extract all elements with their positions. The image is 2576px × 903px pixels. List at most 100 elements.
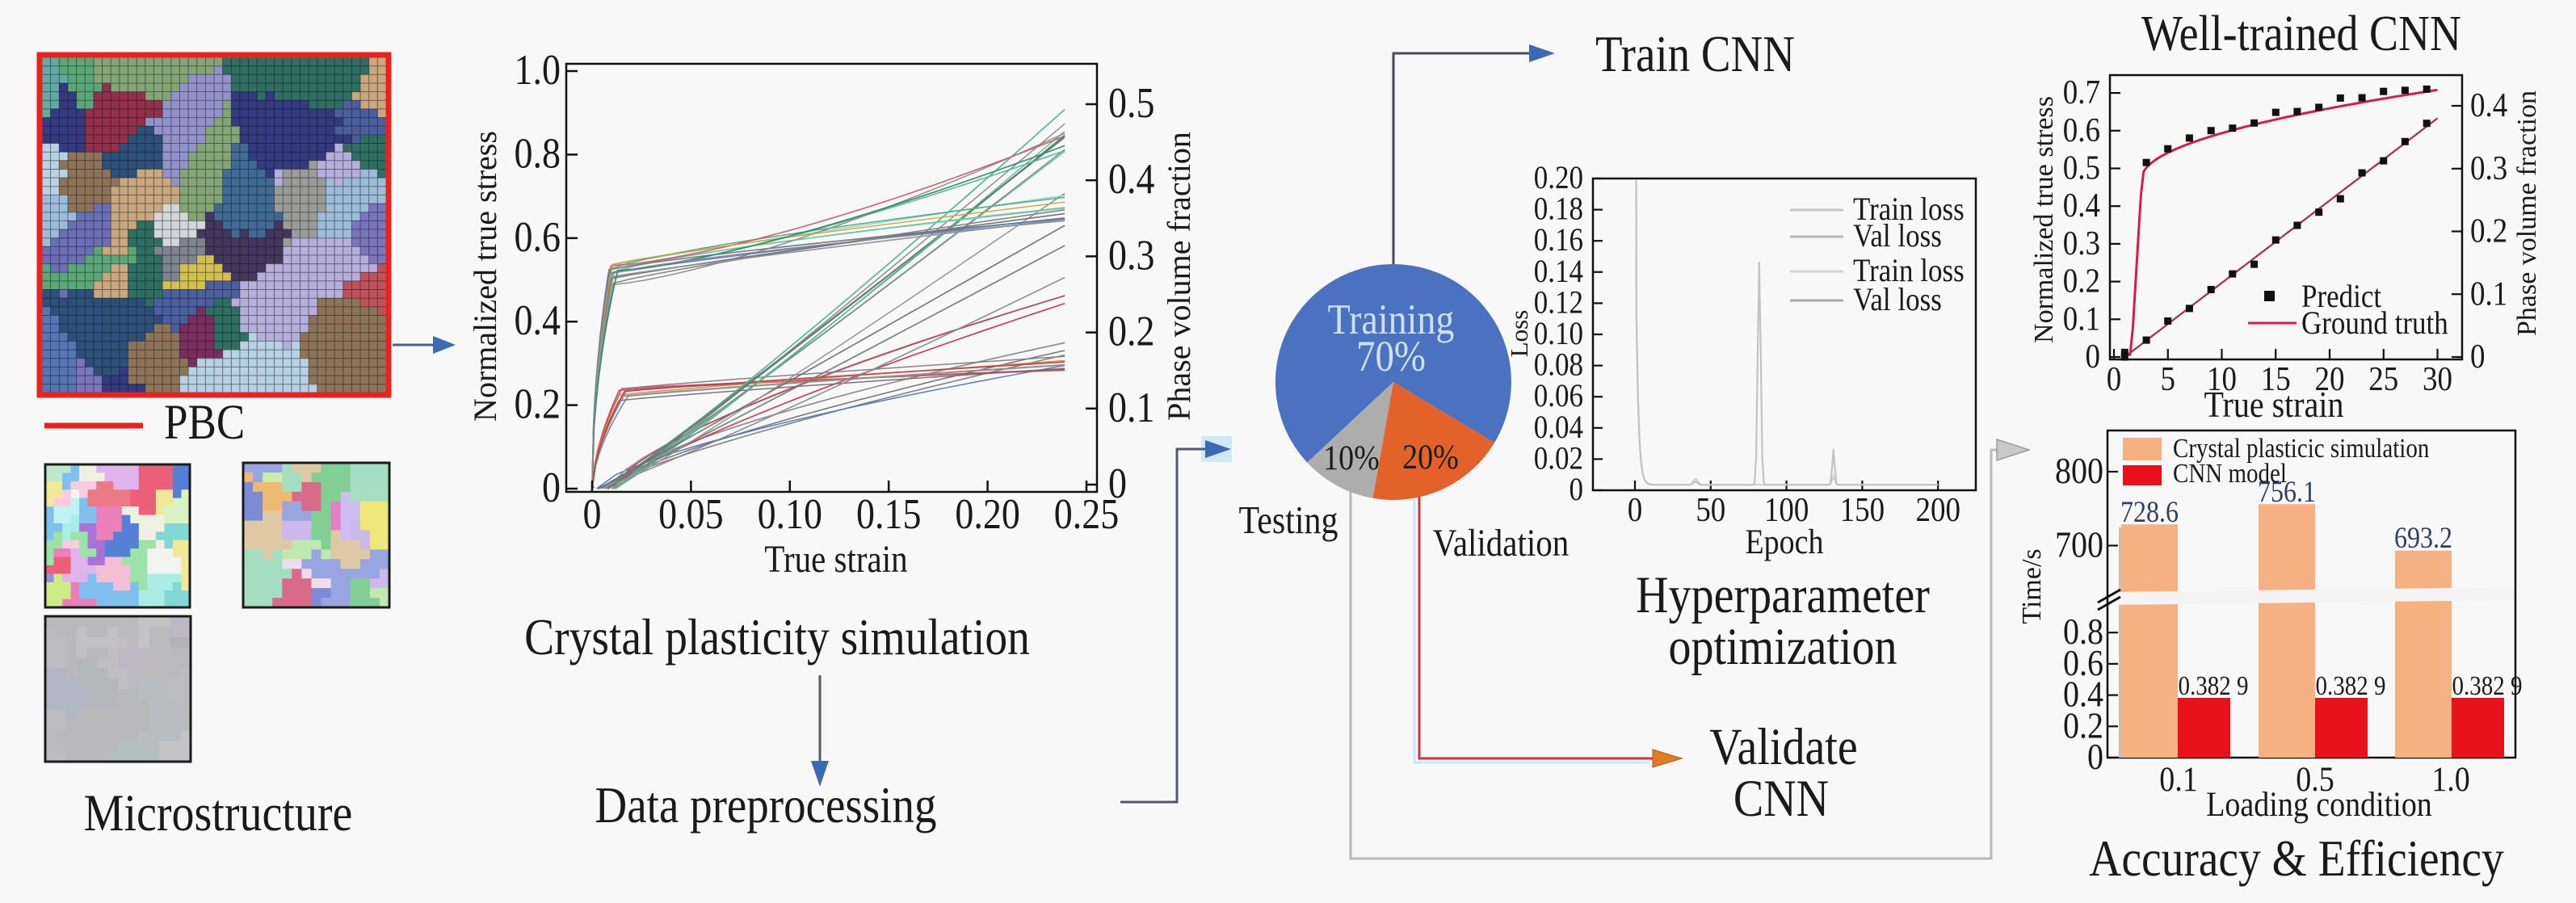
svg-text:Phase volume fraction: Phase volume fraction (1161, 132, 1197, 421)
svg-text:1.0: 1.0 (2431, 760, 2469, 799)
svg-text:0.20: 0.20 (955, 490, 1019, 538)
svg-text:5: 5 (2160, 359, 2175, 398)
svg-text:Crystal plasticity simulation: Crystal plasticity simulation (524, 608, 1030, 665)
svg-text:0.8: 0.8 (515, 129, 561, 177)
svg-text:Train CNN: Train CNN (1595, 25, 1795, 82)
svg-text:0: 0 (583, 490, 602, 538)
svg-text:0.14: 0.14 (1534, 254, 1583, 290)
svg-text:Data preprocessing: Data preprocessing (595, 776, 937, 833)
svg-text:Train loss: Train loss (1853, 253, 1965, 289)
svg-text:Val loss: Val loss (1853, 282, 1942, 318)
svg-text:0.04: 0.04 (1534, 410, 1583, 446)
svg-text:0.6: 0.6 (515, 213, 561, 261)
svg-text:0: 0 (1628, 490, 1643, 529)
svg-text:Crystal plasticic simulation: Crystal plasticic simulation (2173, 433, 2430, 463)
svg-text:Loading condition: Loading condition (2206, 785, 2432, 824)
svg-text:optimization: optimization (1669, 618, 1897, 676)
svg-text:0.2: 0.2 (2470, 211, 2507, 250)
svg-text:0.1: 0.1 (2063, 299, 2100, 338)
svg-text:15: 15 (2261, 359, 2291, 398)
svg-text:Microstructure: Microstructure (84, 784, 353, 842)
svg-text:Testing: Testing (1238, 498, 1338, 541)
svg-text:0.382 9: 0.382 9 (2316, 670, 2386, 700)
svg-text:0.06: 0.06 (1534, 378, 1583, 414)
svg-text:0.08: 0.08 (1534, 346, 1583, 383)
svg-text:0.6: 0.6 (2063, 110, 2100, 149)
svg-text:0.4: 0.4 (515, 296, 561, 344)
svg-text:0.15: 0.15 (856, 490, 921, 538)
svg-text:Predict: Predict (2301, 279, 2382, 315)
svg-text:0.1: 0.1 (1108, 384, 1154, 431)
svg-text:0: 0 (542, 464, 561, 511)
svg-text:0: 0 (2087, 737, 2103, 778)
svg-text:0.20: 0.20 (1534, 160, 1583, 196)
svg-text:693.2: 693.2 (2394, 522, 2452, 555)
svg-text:Training: Training (1328, 296, 1455, 343)
svg-text:0.8: 0.8 (2063, 612, 2103, 653)
svg-text:Well-trained CNN: Well-trained CNN (2141, 6, 2461, 61)
svg-text:0.10: 0.10 (1534, 316, 1583, 352)
svg-text:0.1: 0.1 (2159, 760, 2197, 799)
svg-text:0.12: 0.12 (1534, 284, 1583, 321)
svg-text:0.4: 0.4 (2063, 186, 2100, 225)
svg-text:True strain: True strain (2204, 385, 2344, 426)
svg-text:756.1: 756.1 (2258, 476, 2316, 509)
svg-text:Val loss: Val loss (1853, 218, 1942, 254)
svg-text:Time/s: Time/s (2017, 548, 2047, 624)
svg-text:0: 0 (2085, 337, 2100, 376)
svg-text:CNN model: CNN model (2173, 458, 2287, 488)
svg-text:0.3: 0.3 (2470, 148, 2507, 187)
svg-text:0.2: 0.2 (2063, 261, 2100, 300)
svg-text:0.10: 0.10 (758, 490, 822, 538)
svg-text:10%: 10% (1323, 439, 1380, 477)
svg-text:0.25: 0.25 (1054, 490, 1119, 538)
svg-text:1.0: 1.0 (515, 46, 561, 94)
svg-text:Phase volume fraction: Phase volume fraction (2512, 90, 2542, 336)
svg-text:0.1: 0.1 (2470, 274, 2507, 313)
svg-text:0.5: 0.5 (1108, 79, 1154, 127)
svg-text:70%: 70% (1356, 332, 1426, 380)
svg-text:0.05: 0.05 (658, 490, 723, 538)
svg-text:Epoch: Epoch (1745, 523, 1823, 561)
svg-text:PBC: PBC (164, 396, 245, 450)
svg-text:100: 100 (1764, 490, 1809, 529)
svg-text:Normalized true stress: Normalized true stress (2029, 96, 2059, 343)
svg-text:Validation: Validation (1433, 522, 1569, 564)
svg-text:Hyperparameter: Hyperparameter (1636, 566, 1930, 624)
svg-text:0.18: 0.18 (1534, 191, 1583, 227)
svg-text:Validate: Validate (1709, 718, 1857, 776)
svg-text:10: 10 (2207, 359, 2237, 398)
svg-text:0.16: 0.16 (1534, 222, 1583, 258)
svg-text:0.4: 0.4 (2470, 86, 2507, 124)
svg-text:0.382 9: 0.382 9 (2179, 670, 2249, 700)
svg-text:728.6: 728.6 (2120, 496, 2179, 529)
svg-text:25: 25 (2368, 359, 2398, 398)
svg-text:0: 0 (2107, 359, 2122, 398)
svg-text:0: 0 (1569, 472, 1583, 508)
svg-text:0.5: 0.5 (2296, 760, 2334, 799)
svg-text:200: 200 (1915, 490, 1960, 529)
svg-text:0.4: 0.4 (1108, 155, 1154, 203)
svg-text:30: 30 (2423, 359, 2452, 398)
svg-text:0.382 9: 0.382 9 (2452, 670, 2523, 700)
svg-text:0.4: 0.4 (2063, 674, 2103, 715)
svg-text:0.5: 0.5 (2063, 148, 2100, 187)
svg-text:CNN: CNN (1733, 770, 1829, 828)
svg-text:150: 150 (1840, 490, 1885, 529)
svg-text:Normalized true stress: Normalized true stress (467, 131, 503, 422)
svg-text:0.2: 0.2 (2063, 706, 2103, 746)
svg-text:0.3: 0.3 (1108, 231, 1154, 279)
svg-text:800: 800 (2055, 452, 2103, 492)
svg-text:Ground truth: Ground truth (2301, 305, 2448, 342)
svg-text:0: 0 (2470, 337, 2486, 376)
svg-text:0.02: 0.02 (1534, 440, 1583, 477)
svg-text:50: 50 (1696, 490, 1725, 529)
svg-text:True strain: True strain (764, 538, 907, 580)
svg-text:700: 700 (2055, 525, 2103, 565)
svg-text:Loss: Loss (1505, 310, 1533, 358)
svg-text:0.7: 0.7 (2063, 73, 2100, 111)
svg-text:20: 20 (2315, 359, 2345, 398)
svg-text:0.3: 0.3 (2063, 223, 2100, 262)
svg-text:Accuracy & Efficiency: Accuracy & Efficiency (2089, 830, 2504, 886)
svg-text:20%: 20% (1402, 438, 1459, 477)
